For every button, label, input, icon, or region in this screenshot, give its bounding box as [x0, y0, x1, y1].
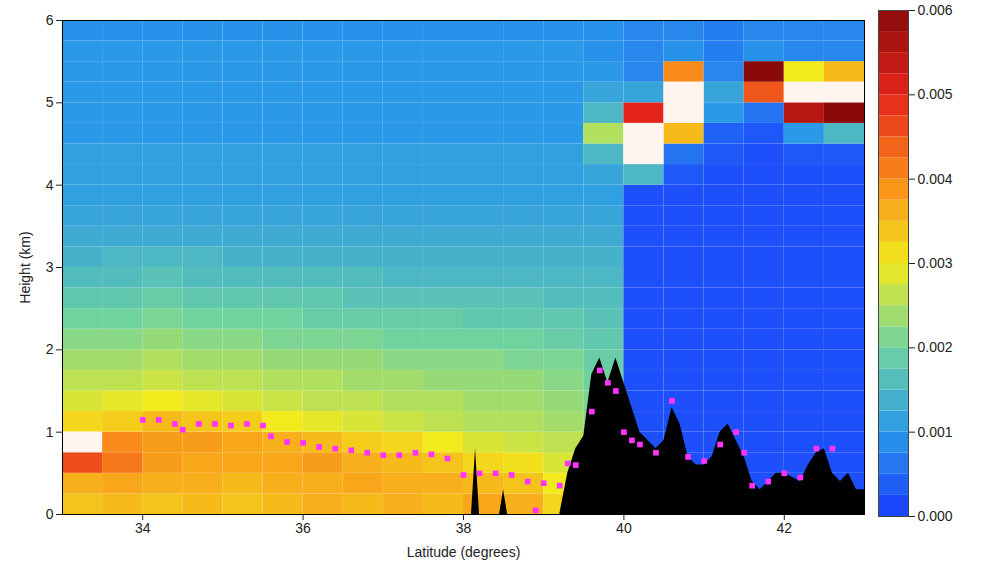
svg-text:0: 0 — [46, 506, 54, 522]
svg-text:0.000: 0.000 — [918, 508, 953, 524]
svg-text:Height (km): Height (km) — [17, 231, 33, 303]
svg-text:1: 1 — [46, 424, 54, 440]
svg-text:0.005: 0.005 — [918, 86, 953, 102]
svg-text:34: 34 — [135, 520, 151, 536]
svg-text:0.003: 0.003 — [918, 255, 953, 271]
svg-text:0.006: 0.006 — [918, 2, 953, 18]
svg-text:42: 42 — [777, 520, 793, 536]
svg-text:0.001: 0.001 — [918, 424, 953, 440]
svg-text:0.002: 0.002 — [918, 339, 953, 355]
svg-text:5: 5 — [46, 94, 54, 110]
svg-text:0.004: 0.004 — [918, 171, 953, 187]
svg-text:4: 4 — [46, 177, 54, 193]
svg-text:2: 2 — [46, 341, 54, 357]
svg-text:38: 38 — [456, 520, 472, 536]
svg-text:36: 36 — [295, 520, 311, 536]
svg-text:40: 40 — [616, 520, 632, 536]
svg-text:3: 3 — [46, 259, 54, 275]
svg-text:6: 6 — [46, 12, 54, 28]
svg-text:Latitude (degrees): Latitude (degrees) — [407, 544, 521, 560]
